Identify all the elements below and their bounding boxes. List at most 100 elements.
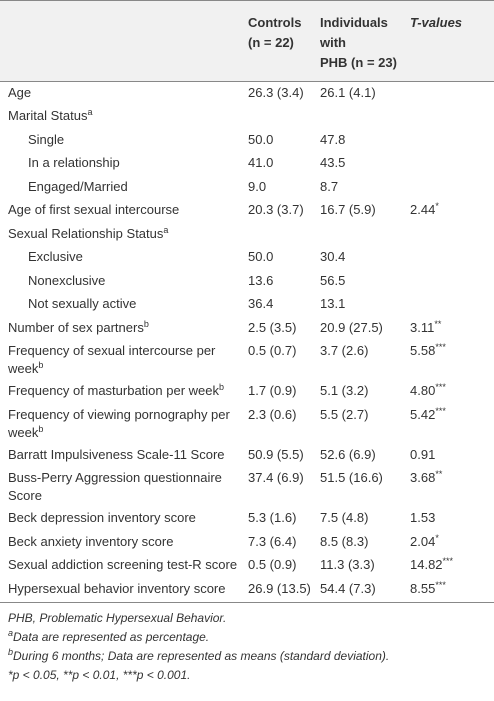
cell-t: 1.53 (410, 507, 494, 531)
cell-text: 41.0 (248, 155, 274, 170)
footnote-text: PHB, Problematic Hypersexual Behavior. (8, 610, 227, 625)
footnote-text: *p < 0.05, **p < 0.01, ***p < 0.001. (8, 667, 191, 682)
cell-controls: 50.0 (248, 129, 320, 153)
header-text: PHB (n = 23) (320, 55, 397, 70)
significance-mark: *** (435, 579, 446, 590)
cell-text: 54.4 (7.3) (320, 580, 376, 596)
header-t: T-values (410, 0, 494, 82)
cell-text: 8.7 (320, 178, 339, 194)
label-text: Frequency of masturbation per week (8, 383, 219, 398)
label-footnote-mark: b (143, 318, 149, 329)
cell-phb: 16.7 (5.9) (320, 199, 410, 223)
data-table: Controls (n = 22) Individuals with PHB (n … (0, 0, 494, 603)
table-row: Age 26.3 (3.4) 26.1 (4.1) (0, 82, 494, 106)
cell-t: 14.82*** (410, 554, 494, 578)
cell-controls (248, 223, 320, 247)
cell-text: 3.11 (410, 319, 435, 335)
cell-phb: 30.4 (320, 246, 410, 270)
cell-t: 5.42*** (410, 404, 494, 444)
row-label: Age (0, 82, 248, 106)
cell-t (410, 176, 494, 200)
row-label: Buss-Perry Aggression questionnaire Scor… (0, 467, 248, 507)
cell-text: 3.68 (410, 470, 436, 485)
table-row: In a relationship 41.0 43.5 (0, 152, 494, 176)
row-label: Frequency of viewing pornography per wee… (0, 404, 248, 444)
cell-text: 26.9 (13.5) (248, 580, 311, 596)
label-footnote-mark: b (38, 423, 44, 434)
cell-text: 0.5 (0.9) (248, 557, 297, 572)
label-text: Not sexually active (28, 296, 137, 311)
row-label: Frequency of masturbation per weekb (0, 380, 248, 404)
cell-controls: 9.0 (248, 176, 320, 200)
cell-phb (320, 223, 410, 247)
table-row: Age of first sexual intercourse 20.3 (3.7… (0, 199, 494, 223)
cell-phb: 3.7 (2.6) (320, 340, 410, 380)
cell-text: 5.58 (410, 343, 436, 358)
cell-text: 13.1 (320, 296, 346, 311)
cell-text: 50.9 (5.5) (248, 446, 304, 462)
cell-t: 5.58*** (410, 340, 494, 380)
cell-controls: 0.5 (0.7) (248, 340, 320, 380)
cell-text: 56.5 (320, 272, 346, 288)
label-text: Number of sex partners (8, 319, 144, 335)
cell-phb: 20.9 (27.5) (320, 317, 410, 341)
label-text: Beck depression inventory score (8, 510, 196, 525)
cell-phb: 11.3 (3.3) (320, 554, 410, 578)
cell-controls: 50.9 (5.5) (248, 444, 320, 468)
significance-mark: *** (442, 556, 454, 566)
table-row: Marital Statusa (0, 105, 494, 129)
cell-text: 7.5 (4.8) (320, 510, 369, 525)
table-row: Number of sex partnersb 2.5 (3.5) 20.9 (27… (0, 317, 494, 341)
cell-text: 5.42 (410, 406, 436, 422)
cell-phb (320, 105, 410, 129)
header-text: Controls (248, 15, 302, 30)
cell-text: 2.04 (410, 533, 436, 549)
table-row: Not sexually active 36.4 13.1 (0, 293, 494, 317)
footnote: PHB, Problematic Hypersexual Behavior. (8, 609, 486, 628)
table-row: Single 50.0 47.8 (0, 129, 494, 153)
cell-text: 2.3 (0.6) (248, 406, 297, 422)
cell-text: 2.5 (3.5) (248, 319, 297, 335)
label-text: Exclusive (28, 249, 83, 264)
label-text: Single (28, 131, 65, 147)
row-label: Exclusive (0, 246, 248, 270)
table-row: Hypersexual behavior inventory score 26.9… (0, 577, 494, 603)
table-row: Frequency of masturbation per weekb 1.7 (… (0, 380, 494, 404)
row-label: Barratt Impulsiveness Scale-11 Score (0, 444, 248, 468)
label-text: Buss-Perry Aggression questionnaire Scor… (8, 470, 222, 503)
cell-controls: 20.3 (3.7) (248, 199, 320, 223)
cell-text: 1.53 (410, 510, 436, 525)
cell-phb: 54.4 (7.3) (320, 577, 410, 603)
cell-phb: 7.5 (4.8) (320, 507, 410, 531)
footnote-mark: a (8, 627, 14, 638)
table-row: Nonexclusive 13.6 56.5 (0, 270, 494, 294)
cell-text: 9.0 (248, 178, 267, 194)
header-row: Controls (n = 22) Individuals with PHB (n … (0, 0, 494, 82)
label-text: Sexual addiction screening test-R score (8, 557, 238, 572)
cell-phb: 47.8 (320, 129, 410, 153)
cell-text: 50.0 (248, 249, 274, 264)
row-label: Single (0, 129, 248, 153)
cell-controls: 2.5 (3.5) (248, 317, 320, 341)
cell-controls: 13.6 (248, 270, 320, 294)
significance-mark: * (435, 201, 439, 211)
row-label: Beck anxiety inventory score (0, 531, 248, 555)
cell-text: 1.7 (0.9) (248, 383, 297, 398)
cell-text: 11.3 (3.3) (320, 557, 375, 572)
cell-text: 14.82 (410, 557, 443, 572)
cell-text: 7.3 (6.4) (248, 533, 297, 549)
cell-t (410, 223, 494, 247)
table-row: Beck anxiety inventory score 7.3 (6.4) 8.5… (0, 531, 494, 555)
cell-controls: 1.7 (0.9) (248, 380, 320, 404)
cell-text: 26.1 (4.1) (320, 85, 376, 100)
footnote: bDuring 6 months; Data are represented a… (8, 647, 486, 666)
cell-controls: 26.9 (13.5) (248, 577, 320, 603)
label-footnote-mark: a (87, 107, 93, 117)
cell-phb: 8.7 (320, 176, 410, 200)
cell-text: 0.5 (0.7) (248, 343, 297, 358)
table-row: Buss-Perry Aggression questionnaire Scor… (0, 467, 494, 507)
label-text: Frequency of viewing pornography per wee… (8, 406, 230, 440)
significance-mark: ** (434, 318, 442, 329)
table-row: Engaged/Married 9.0 8.7 (0, 176, 494, 200)
